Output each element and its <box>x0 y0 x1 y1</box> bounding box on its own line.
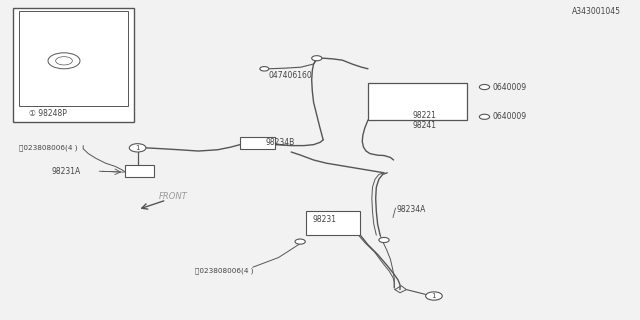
Text: 98231A: 98231A <box>51 167 81 176</box>
Text: ① 98248P: ① 98248P <box>29 109 67 118</box>
Text: 98241: 98241 <box>413 121 437 130</box>
FancyBboxPatch shape <box>240 137 275 149</box>
Circle shape <box>295 239 305 244</box>
Text: 98234A: 98234A <box>397 205 426 214</box>
Text: 98231: 98231 <box>312 215 337 224</box>
Circle shape <box>479 114 490 119</box>
FancyBboxPatch shape <box>13 8 134 122</box>
Text: ⓝ023808006(4 ): ⓝ023808006(4 ) <box>19 144 77 150</box>
Text: 98221: 98221 <box>413 111 436 120</box>
Circle shape <box>379 237 389 243</box>
FancyBboxPatch shape <box>368 83 467 120</box>
FancyBboxPatch shape <box>125 165 154 177</box>
Text: 1: 1 <box>135 145 140 151</box>
Text: 98234B: 98234B <box>266 138 295 147</box>
Circle shape <box>260 67 269 71</box>
Circle shape <box>129 144 146 152</box>
Text: 0640009: 0640009 <box>493 112 527 121</box>
Text: FRONT: FRONT <box>159 192 188 201</box>
Text: A343001045: A343001045 <box>572 7 621 16</box>
Circle shape <box>312 56 322 61</box>
Circle shape <box>426 292 442 300</box>
Circle shape <box>479 84 490 90</box>
Text: ⓝ023808006(4 ): ⓝ023808006(4 ) <box>195 267 253 274</box>
FancyBboxPatch shape <box>19 11 128 106</box>
Text: 047406160: 047406160 <box>269 71 312 80</box>
FancyBboxPatch shape <box>306 211 360 235</box>
Text: 1: 1 <box>431 293 436 299</box>
Text: 0640009: 0640009 <box>493 83 527 92</box>
